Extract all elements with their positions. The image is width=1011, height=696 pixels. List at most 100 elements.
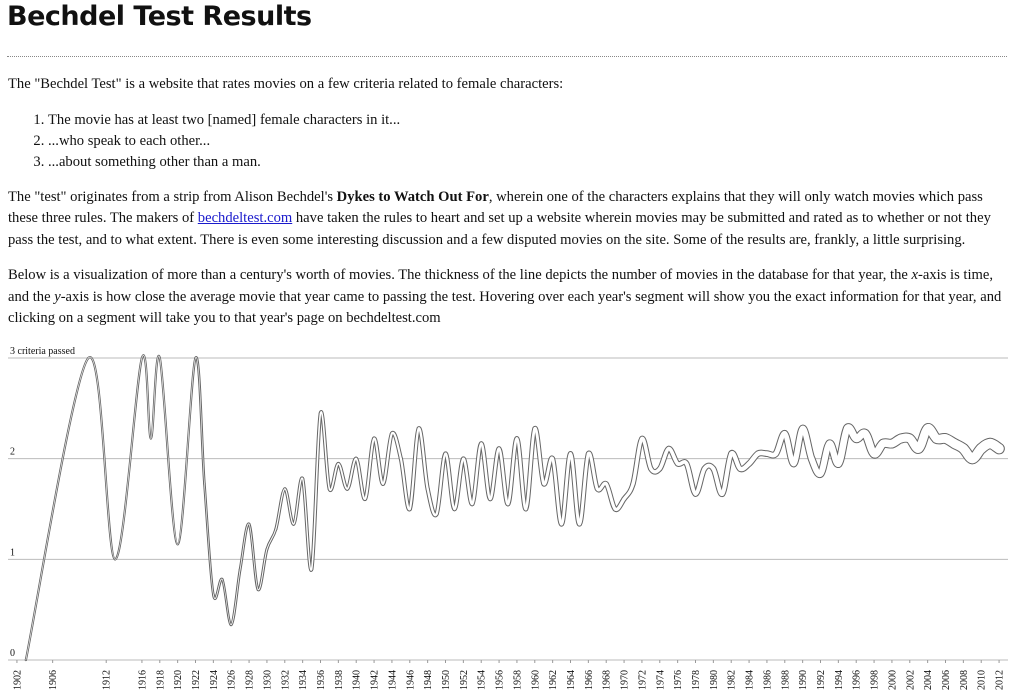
- site-link[interactable]: bechdeltest.com: [197, 210, 293, 226]
- year-segment[interactable]: [407, 426, 421, 512]
- year-segment[interactable]: [256, 547, 269, 592]
- year-segment[interactable]: [683, 460, 699, 497]
- year-segment[interactable]: [487, 446, 502, 502]
- criterion: ...about something other than a man.: [48, 152, 1008, 173]
- year-segment[interactable]: [719, 450, 735, 497]
- year-segment[interactable]: [452, 456, 466, 512]
- year-segment[interactable]: [176, 356, 197, 546]
- year-segment[interactable]: [550, 456, 565, 527]
- x-tick-label: 1948: [423, 670, 434, 690]
- x-tick-label: 1934: [298, 670, 309, 690]
- year-segment[interactable]: [603, 481, 618, 512]
- year-segment[interactable]: [478, 441, 493, 502]
- year-segment[interactable]: [140, 354, 152, 440]
- x-tick-label: 1970: [620, 670, 631, 690]
- year-segment[interactable]: [692, 465, 708, 497]
- x-tick-label: 1982: [727, 670, 738, 690]
- x-tick-label: 2000: [887, 670, 898, 690]
- year-segment[interactable]: [461, 456, 475, 507]
- year-segment[interactable]: [247, 522, 260, 591]
- year-segment[interactable]: [389, 430, 403, 461]
- x-tick-label: 1956: [495, 670, 506, 690]
- year-segment[interactable]: [434, 451, 448, 517]
- year-segment[interactable]: [532, 426, 547, 487]
- year-segment[interactable]: [372, 436, 386, 486]
- year-segment[interactable]: [630, 435, 645, 487]
- x-tick-label: 1990: [798, 670, 809, 690]
- text: The "test" originates from a strip from …: [8, 188, 337, 205]
- y-tick-label: 0: [10, 648, 15, 659]
- x-tick-label: 1918: [155, 670, 166, 690]
- x-tick-label: 1936: [316, 670, 327, 690]
- y-tick-label: 2: [10, 447, 15, 458]
- criteria-list: The movie has at least two [named] femal…: [8, 110, 1008, 173]
- year-segment[interactable]: [229, 568, 242, 627]
- x-tick-label: 1950: [441, 670, 452, 690]
- year-segment[interactable]: [345, 456, 359, 491]
- year-segment[interactable]: [567, 451, 582, 527]
- year-segment[interactable]: [292, 476, 305, 526]
- year-segment[interactable]: [221, 578, 233, 627]
- x-tick-label: 2002: [905, 670, 916, 690]
- text: -axis is how close the average movie tha…: [8, 288, 1002, 327]
- axis-name: y: [54, 288, 61, 305]
- x-tick-label: 1920: [173, 670, 184, 690]
- x-tick-label: 1912: [102, 670, 113, 690]
- year-segment[interactable]: [327, 461, 341, 493]
- year-segment[interactable]: [354, 456, 368, 501]
- axis-name: x: [911, 267, 918, 283]
- year-segment[interactable]: [274, 487, 287, 531]
- year-segment[interactable]: [309, 411, 323, 572]
- year-segment[interactable]: [194, 356, 206, 486]
- x-tick-label: 1992: [816, 670, 827, 690]
- year-segment[interactable]: [265, 527, 278, 551]
- segment-inner: [25, 659, 27, 661]
- x-tick-label: 1966: [584, 670, 595, 690]
- x-tick-label: 1994: [834, 670, 845, 690]
- year-segment[interactable]: [318, 410, 332, 491]
- text: Below is a visualization of more than a …: [8, 267, 912, 283]
- year-segment[interactable]: [300, 477, 314, 572]
- origin: The "test" originates from a strip from …: [8, 187, 1008, 252]
- divider: [7, 56, 1007, 57]
- x-tick-label: 1962: [548, 670, 559, 690]
- x-tick-label: 1916: [137, 670, 148, 690]
- year-segment[interactable]: [984, 437, 1005, 455]
- y-tick-label: 1: [10, 547, 15, 558]
- x-tick-label: 2008: [959, 670, 970, 690]
- criterion: The movie has at least two [named] femal…: [48, 110, 1008, 131]
- x-tick-label: 1946: [405, 670, 416, 690]
- year-segment[interactable]: [203, 482, 215, 596]
- year-segment[interactable]: [238, 522, 251, 571]
- year-segment[interactable]: [514, 436, 529, 512]
- year-segment[interactable]: [639, 435, 654, 472]
- year-segment[interactable]: [505, 436, 520, 507]
- year-segment[interactable]: [24, 356, 90, 662]
- year-segment[interactable]: [559, 451, 573, 527]
- year-segment[interactable]: [443, 451, 457, 512]
- year-segment[interactable]: [523, 426, 538, 512]
- year-segment[interactable]: [576, 451, 591, 527]
- year-segment[interactable]: [398, 456, 412, 512]
- x-tick-label: 1984: [745, 670, 756, 690]
- year-segment[interactable]: [798, 424, 816, 463]
- year-segment[interactable]: [336, 461, 350, 491]
- year-segment[interactable]: [496, 446, 511, 507]
- x-tick-label: 2004: [923, 670, 934, 690]
- x-tick-label: 1964: [566, 670, 577, 690]
- year-segment[interactable]: [158, 356, 179, 546]
- text: , wherein one of the characters explains…: [8, 188, 983, 227]
- x-tick-label: 2006: [941, 670, 952, 690]
- page-title: Bechdel Test Results: [7, 1, 312, 32]
- year-segment[interactable]: [283, 487, 296, 526]
- year-segment[interactable]: [470, 441, 484, 507]
- x-tick-label: 1996: [852, 670, 863, 690]
- year-segment[interactable]: [363, 436, 377, 501]
- x-tick-label: 1940: [352, 670, 363, 690]
- year-segment[interactable]: [149, 354, 161, 440]
- x-tick-label: 1942: [370, 670, 381, 690]
- year-segment[interactable]: [211, 577, 224, 600]
- x-tick-label: 1902: [12, 670, 23, 690]
- text: -axis is time, and the: [8, 267, 993, 305]
- x-tick-label: 1906: [48, 670, 59, 690]
